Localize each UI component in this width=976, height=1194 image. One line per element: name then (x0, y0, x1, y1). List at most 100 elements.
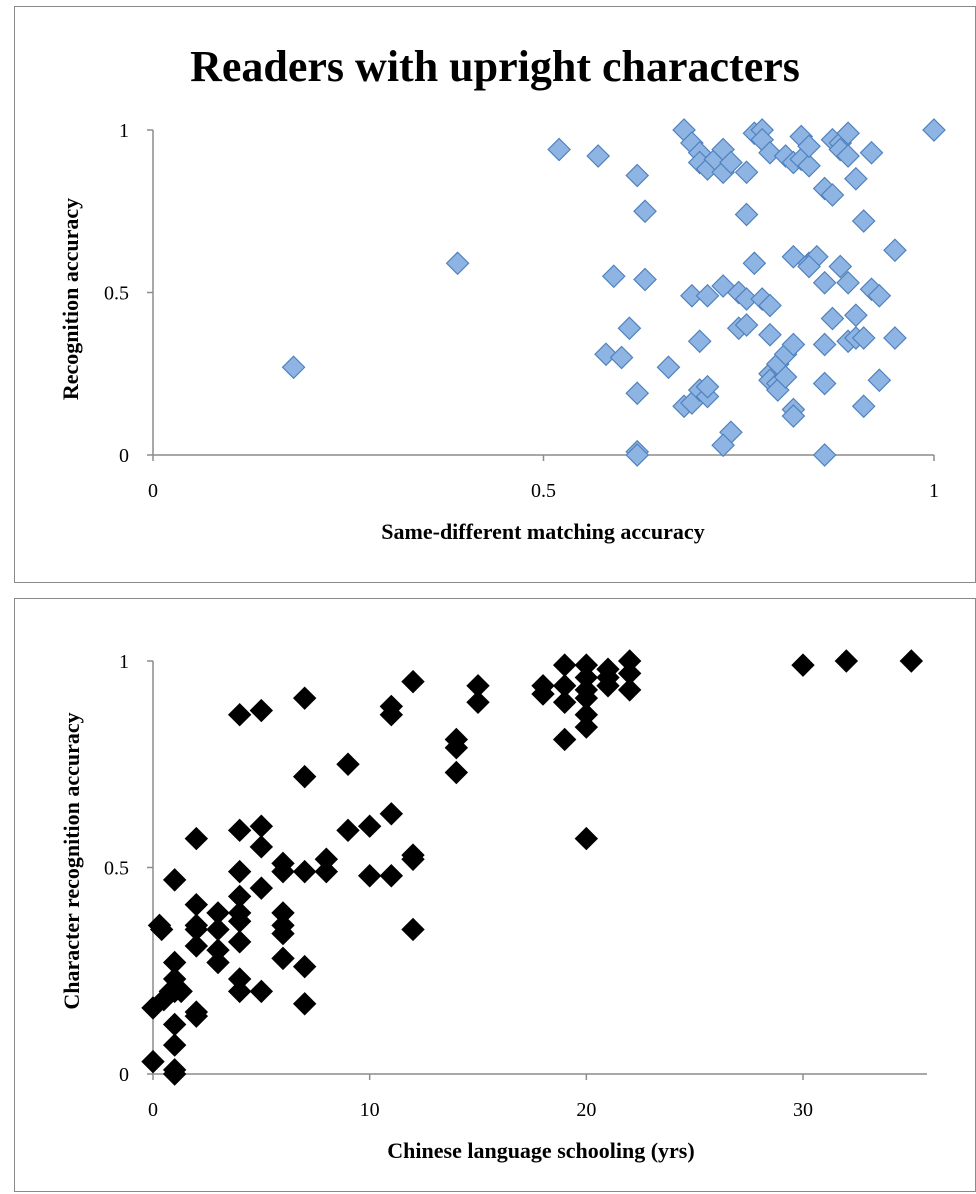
data-point (797, 254, 821, 279)
data-point (292, 686, 317, 710)
data-point (227, 859, 252, 884)
data-point (625, 381, 650, 406)
data-point (292, 954, 317, 979)
x-tick-label: 20 (576, 1099, 596, 1121)
data-point (617, 678, 642, 702)
data-point (547, 137, 571, 162)
data-point (281, 355, 306, 380)
data-point (444, 736, 469, 760)
data-point (883, 326, 907, 350)
data-point (336, 752, 360, 776)
data-point (836, 144, 860, 168)
data-point (656, 355, 681, 380)
data-point (357, 814, 382, 838)
data-point (445, 251, 470, 276)
data-point (742, 251, 767, 276)
data-point (249, 876, 274, 900)
data-point (552, 727, 577, 752)
data-point (625, 163, 650, 188)
data-point (292, 764, 317, 789)
data-point (271, 859, 295, 884)
y-axis-title: Recognition accuracy (58, 198, 83, 400)
data-point (292, 859, 317, 884)
data-point (249, 814, 274, 838)
data-point (695, 283, 720, 308)
data-point (379, 802, 404, 826)
data-point (379, 864, 404, 888)
data-point (169, 979, 193, 1004)
data-point (162, 1012, 187, 1037)
data-point (401, 917, 425, 942)
data-point (574, 715, 599, 739)
data-point (758, 140, 782, 165)
data-point (586, 144, 611, 168)
data-point (162, 868, 187, 892)
scatter-chart-top: Readers with upright characters 0 0.5 1 0 0.… (58, 42, 946, 544)
data-point (227, 818, 252, 843)
data-point (531, 682, 555, 706)
data-point (797, 153, 821, 178)
data-point (292, 992, 317, 1016)
y-tick-label: 1 (119, 120, 129, 142)
axes-top: 0 0.5 1 0 0.5 1 (104, 120, 939, 502)
data-point (162, 1033, 187, 1057)
data-point (574, 826, 599, 851)
x-tick-label: 1 (929, 480, 939, 502)
data-point (466, 690, 490, 715)
data-point (883, 238, 907, 263)
data-point (687, 329, 712, 354)
data-point (609, 345, 634, 370)
data-point (633, 199, 657, 224)
data-point (758, 322, 782, 347)
data-point (227, 702, 252, 727)
data-point (444, 760, 469, 785)
x-tick-label: 0 (148, 480, 158, 502)
data-point (812, 371, 837, 396)
data-point (899, 649, 924, 673)
data-point (680, 283, 704, 308)
data-point (206, 950, 230, 975)
data-point (734, 160, 759, 185)
data-point (601, 264, 626, 289)
data-point (719, 150, 743, 175)
data-point (844, 166, 868, 191)
data-point (162, 1062, 187, 1086)
data-point (734, 202, 759, 227)
axes-bottom: 00.510 10 20 30 (104, 651, 927, 1121)
data-point (617, 316, 642, 341)
data-point (206, 917, 230, 942)
data-point (401, 847, 425, 871)
data-point (922, 118, 946, 142)
data-point (812, 332, 837, 357)
scatter-chart-bottom: 00.510 10 20 30 Chinese language schooling … (59, 649, 927, 1163)
data-point (336, 818, 360, 843)
data-point (552, 653, 577, 677)
data-point (271, 946, 295, 971)
data-point (594, 342, 618, 367)
points-bottom (141, 649, 924, 1086)
data-point (695, 374, 720, 399)
y-axis-title: Character recognition accuracy (59, 712, 84, 1009)
data-point (149, 917, 174, 942)
data-point (711, 433, 735, 458)
data-point (271, 921, 295, 946)
data-point (828, 254, 853, 279)
data-point (141, 1049, 165, 1074)
data-point (844, 303, 868, 328)
data-point (812, 443, 837, 467)
data-point (249, 698, 274, 723)
chart-panel-top: Readers with upright characters 0 0.5 1 0 0.… (14, 6, 976, 583)
data-point (357, 864, 382, 888)
data-point (227, 930, 252, 954)
x-tick-label: 10 (360, 1099, 380, 1121)
data-point (184, 892, 209, 917)
data-point (851, 326, 876, 350)
data-point (851, 394, 876, 419)
data-point (625, 443, 650, 467)
data-point (851, 209, 876, 233)
data-point (797, 134, 821, 159)
data-point (734, 287, 759, 311)
data-point (552, 690, 577, 715)
y-tick-label: 0 (119, 1064, 129, 1086)
data-point (781, 404, 806, 428)
